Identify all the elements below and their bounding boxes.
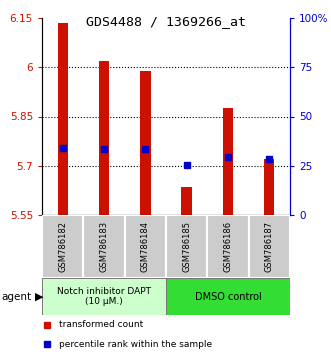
Bar xyxy=(125,215,166,278)
Bar xyxy=(42,278,166,315)
Text: GSM786183: GSM786183 xyxy=(100,221,109,272)
Bar xyxy=(166,215,207,278)
Text: DMSO control: DMSO control xyxy=(195,291,261,302)
Text: ▶: ▶ xyxy=(35,291,43,302)
Text: GSM786182: GSM786182 xyxy=(58,221,67,272)
Text: transformed count: transformed count xyxy=(59,320,144,329)
Bar xyxy=(42,215,83,278)
Bar xyxy=(99,61,109,215)
Bar xyxy=(166,278,290,315)
Bar xyxy=(140,70,151,215)
Text: Notch inhibitor DAPT
(10 μM.): Notch inhibitor DAPT (10 μM.) xyxy=(57,287,151,306)
Text: GSM786187: GSM786187 xyxy=(265,221,274,272)
Bar xyxy=(207,215,249,278)
Bar xyxy=(181,187,192,215)
Bar xyxy=(264,159,274,215)
Bar xyxy=(83,215,125,278)
Text: GSM786185: GSM786185 xyxy=(182,221,191,272)
Text: GSM786184: GSM786184 xyxy=(141,221,150,272)
Text: GDS4488 / 1369266_at: GDS4488 / 1369266_at xyxy=(85,15,246,28)
Text: GSM786186: GSM786186 xyxy=(223,221,232,272)
Text: agent: agent xyxy=(2,291,32,302)
Bar xyxy=(223,108,233,215)
Bar xyxy=(58,23,68,215)
Text: percentile rank within the sample: percentile rank within the sample xyxy=(59,340,213,349)
Bar xyxy=(249,215,290,278)
